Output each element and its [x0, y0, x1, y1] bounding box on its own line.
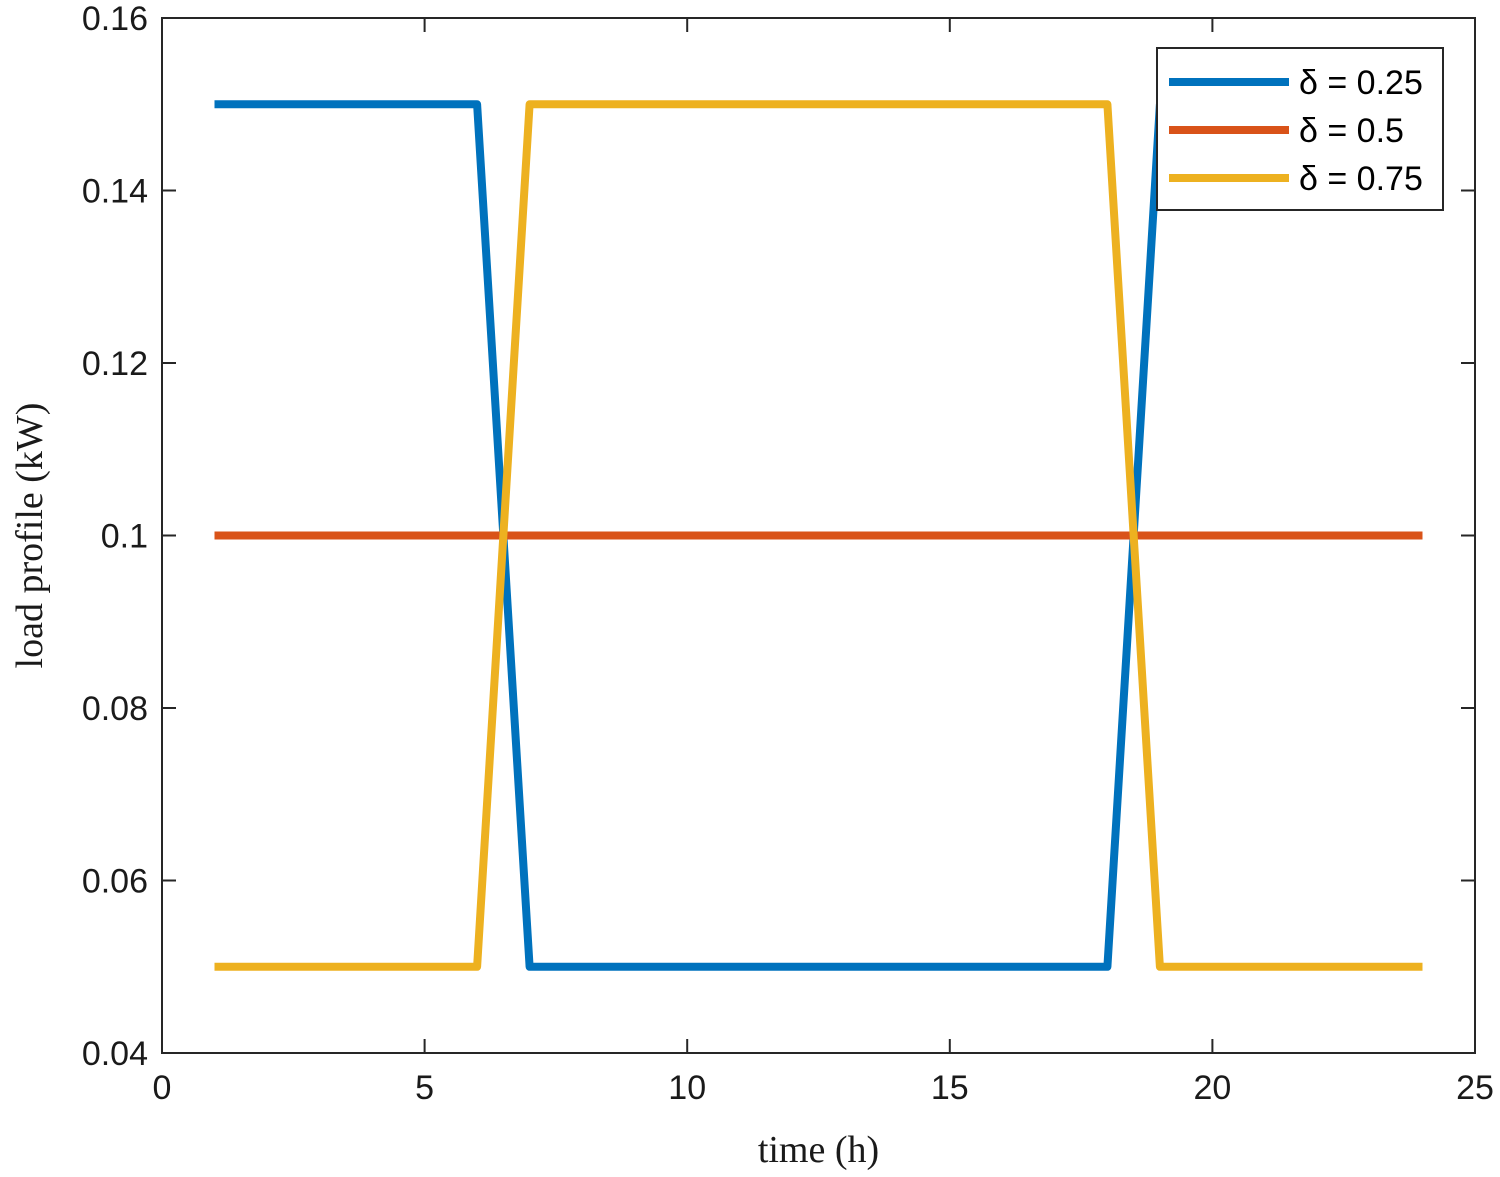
- x-tick-label: 5: [415, 1069, 434, 1107]
- y-tick-label: 0.1: [101, 518, 148, 556]
- y-axis-title: load profile (kW): [9, 403, 51, 669]
- legend: δ = 0.25 δ = 0.5 δ = 0.75: [1156, 47, 1444, 211]
- x-tick-label: 25: [1456, 1069, 1494, 1107]
- y-tick-label: 0.08: [82, 690, 148, 728]
- x-tick-label: 0: [153, 1069, 172, 1107]
- legend-label-2: δ = 0.5: [1299, 112, 1404, 150]
- y-tick-label: 0.14: [82, 173, 148, 211]
- y-tick-label: 0.04: [82, 1035, 148, 1073]
- x-tick-label: 15: [931, 1069, 969, 1107]
- x-axis-title: time (h): [758, 1129, 879, 1171]
- x-tick-label: 10: [668, 1069, 706, 1107]
- legend-label-3: δ = 0.75: [1299, 160, 1423, 198]
- legend-label-1: δ = 0.25: [1299, 64, 1423, 102]
- series-layer: [214, 100, 1423, 971]
- y-tick-label: 0.12: [82, 345, 148, 383]
- x-tick-label: 20: [1193, 1069, 1231, 1107]
- y-ticks: 0.04 0.06 0.08 0.1 0.12 0.14 0.16: [82, 0, 1475, 1073]
- x-ticks: 0 5 10 15 20 25: [153, 18, 1494, 1107]
- series-line-3: [214, 100, 1423, 971]
- y-tick-label: 0.16: [82, 0, 148, 38]
- y-tick-label: 0.06: [82, 863, 148, 901]
